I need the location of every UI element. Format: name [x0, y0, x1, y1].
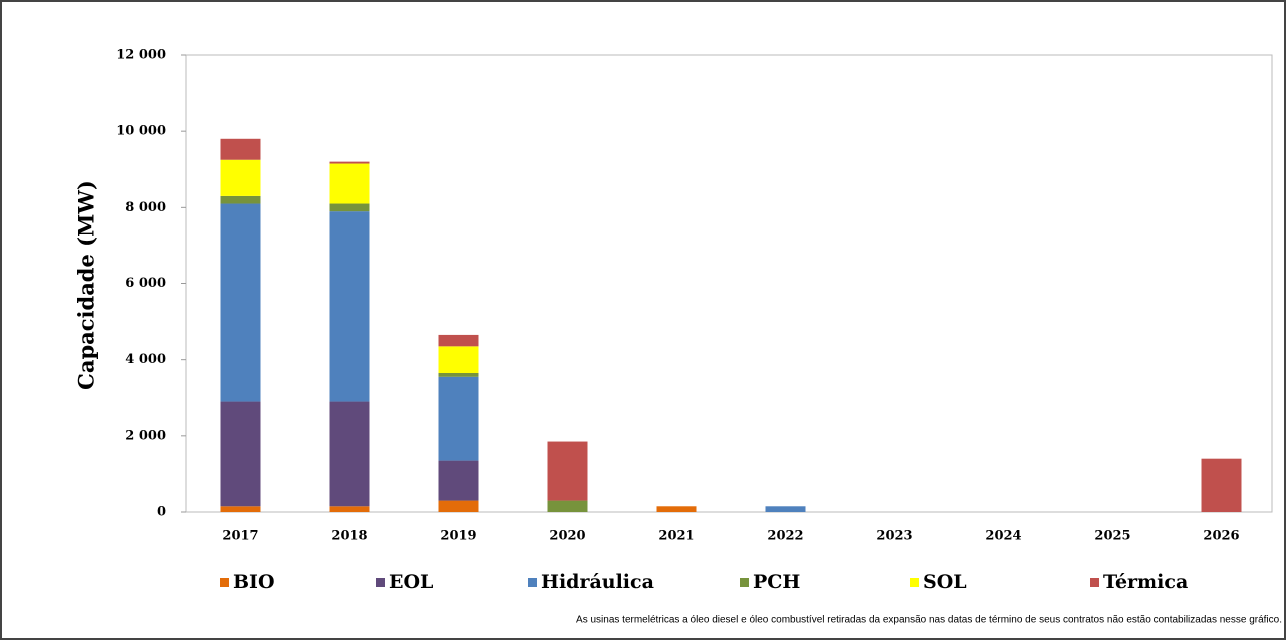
y-axis-label: Capacidade (MW) — [74, 180, 99, 390]
y-tick-label: 12 000 — [116, 48, 166, 63]
bar-segment — [220, 195, 261, 204]
bar-segment — [329, 161, 370, 164]
legend-label: SOL — [923, 571, 967, 593]
legend-swatch — [376, 578, 385, 587]
bar-segment — [220, 159, 261, 196]
bar-segment — [656, 506, 697, 512]
bar-segment — [220, 138, 261, 160]
bar-segment — [547, 441, 588, 501]
footnote: As usinas termelétricas a óleo diesel e … — [576, 615, 1282, 626]
bar-segment — [329, 163, 370, 204]
bar-segment — [438, 376, 479, 461]
bar-segment — [329, 401, 370, 507]
bar-segment — [220, 203, 261, 402]
legend-label: Térmica — [1103, 571, 1188, 593]
bar-segment — [329, 203, 370, 212]
x-tick-label: 2017 — [222, 529, 258, 544]
bar-segment — [438, 334, 479, 347]
bar-segment — [438, 346, 479, 373]
bar-segment — [438, 372, 479, 377]
legend-label: EOL — [389, 571, 433, 593]
x-tick-label: 2020 — [549, 529, 585, 544]
y-tick-label: 6 000 — [125, 276, 166, 291]
x-tick-label: 2019 — [440, 529, 476, 544]
y-tick-label: 2 000 — [125, 428, 166, 443]
y-tick-label: 0 — [157, 505, 166, 520]
legend-label: Hidráulica — [541, 571, 654, 593]
x-tick-label: 2021 — [658, 529, 694, 544]
x-tick-label: 2024 — [985, 529, 1021, 544]
legend-swatch — [220, 578, 229, 587]
legend-label: BIO — [233, 571, 275, 593]
legend-label: PCH — [753, 571, 800, 593]
y-tick-label: 10 000 — [116, 124, 166, 139]
bar-segment — [1201, 458, 1242, 512]
x-tick-label: 2018 — [331, 529, 367, 544]
y-tick-label: 4 000 — [125, 352, 166, 367]
bar-segment — [220, 506, 261, 512]
y-tick-label: 8 000 — [125, 200, 166, 215]
bar-segment — [765, 506, 806, 512]
x-tick-label: 2026 — [1203, 529, 1239, 544]
x-tick-label: 2022 — [767, 529, 803, 544]
bar-segment — [329, 506, 370, 512]
bar-segment — [547, 500, 588, 512]
x-tick-label: 2025 — [1094, 529, 1130, 544]
x-tick-label: 2023 — [876, 529, 912, 544]
legend-swatch — [740, 578, 749, 587]
bar-segment — [220, 401, 261, 507]
legend-swatch — [910, 578, 919, 587]
legend-swatch — [1090, 578, 1099, 587]
bar-segment — [438, 460, 479, 501]
bar-segment — [329, 211, 370, 402]
bar-segment — [438, 500, 479, 512]
legend-swatch — [528, 578, 537, 587]
